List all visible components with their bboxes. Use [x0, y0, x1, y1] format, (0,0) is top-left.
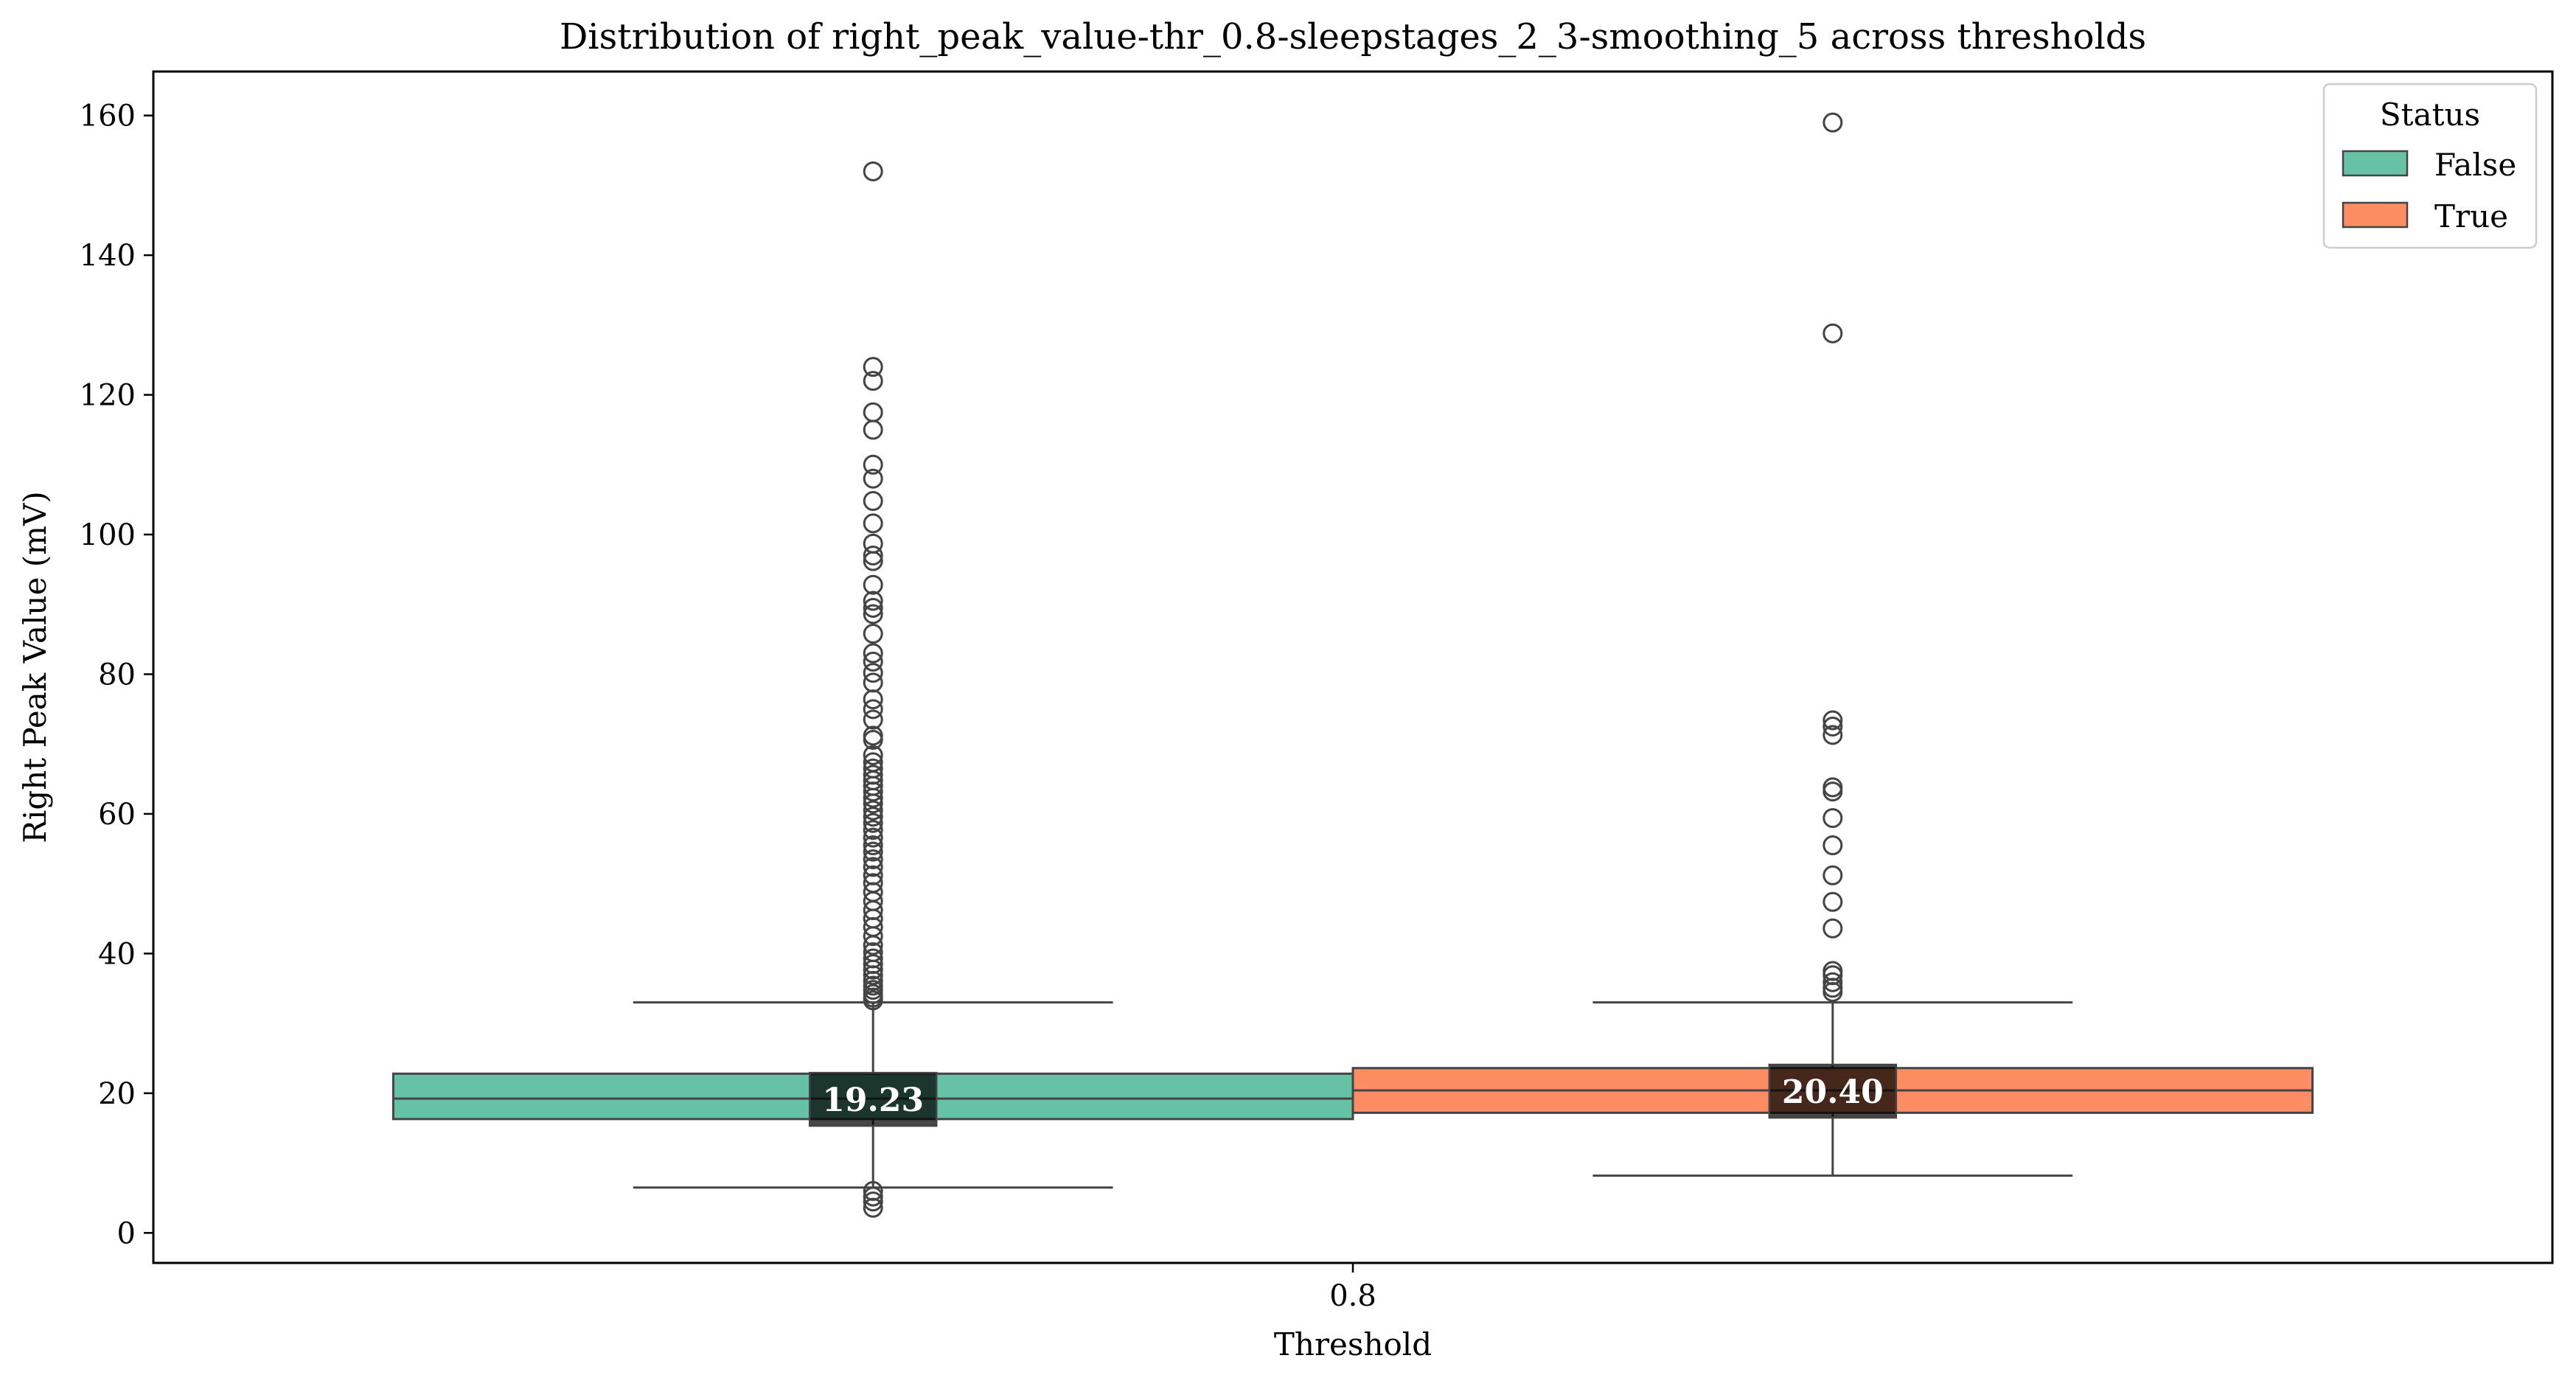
legend-label-true: True	[2434, 198, 2508, 234]
legend-label-false: False	[2434, 147, 2516, 183]
outlier-point-true	[1823, 981, 1843, 1002]
y-tick-label: 140	[80, 239, 136, 273]
outlier-point-false	[863, 800, 883, 821]
outlier-point-true	[1823, 918, 1843, 939]
y-tick-label: 20	[98, 1077, 136, 1111]
legend-swatch-false	[2342, 150, 2409, 177]
outlier-point-true	[1823, 710, 1843, 731]
legend-swatch-true	[2342, 201, 2409, 229]
outlier-point-true	[1823, 323, 1843, 344]
outlier-point-false	[863, 787, 883, 808]
outlier-point-false	[863, 793, 883, 814]
outlier-point-false	[863, 935, 883, 955]
outlier-point-false	[863, 807, 883, 827]
legend-title: Status	[2380, 97, 2480, 133]
y-axis-label: Right Peak Value (mV)	[17, 491, 53, 843]
outlier-point-false	[863, 959, 883, 980]
outlier-point-false	[863, 857, 883, 877]
outlier-point-false	[863, 841, 883, 862]
outlier-point-false	[863, 420, 883, 440]
outlier-point-false	[863, 689, 883, 710]
y-tick-label: 120	[80, 379, 136, 413]
outlier-point-false	[863, 545, 883, 565]
outlier-point-false	[863, 820, 883, 840]
outlier-point-true	[1823, 781, 1843, 802]
outlier-point-false	[863, 965, 883, 986]
outlier-point-false	[863, 849, 883, 869]
outlier-point-true	[1823, 717, 1843, 737]
outlier-point-true	[1823, 835, 1843, 856]
outlier-point-false	[863, 643, 883, 664]
chart-title: Distribution of right_peak_value-thr_0.8…	[560, 16, 2146, 58]
outlier-point-false	[863, 454, 883, 475]
y-tick-label: 0	[117, 1216, 136, 1250]
outlier-point-false	[863, 781, 883, 802]
y-tick-label: 160	[80, 100, 136, 133]
outlier-point-true	[1823, 808, 1843, 829]
x-tick-label: 0.8	[1329, 1279, 1376, 1313]
median-label-true: 20.40	[1782, 1073, 1884, 1111]
median-label-false: 19.23	[822, 1082, 924, 1119]
outlier-point-true	[1823, 865, 1843, 885]
outlier-point-false	[863, 745, 883, 765]
outlier-point-false	[863, 827, 883, 848]
y-tick-label: 40	[98, 937, 136, 971]
outlier-point-true	[1823, 891, 1843, 912]
outlier-point-false	[863, 651, 883, 672]
median-label-bg-false	[808, 1071, 938, 1127]
outlier-point-false	[863, 730, 883, 751]
median-label-bg-true	[1768, 1063, 1898, 1119]
outlier-point-false	[863, 709, 883, 730]
outlier-point-false	[863, 624, 883, 644]
outlier-point-false	[863, 663, 883, 683]
outlier-point-false	[863, 812, 883, 833]
outlier-point-false	[863, 926, 883, 947]
outlier-point-false	[863, 1186, 883, 1207]
outlier-point-true	[1823, 972, 1843, 992]
y-tick-label: 60	[98, 798, 136, 832]
outlier-point-false	[863, 591, 883, 611]
outlier-point-true	[1823, 112, 1843, 133]
outlier-point-true	[1823, 725, 1843, 745]
outlier-point-false	[863, 990, 883, 1011]
outlier-point-true	[1823, 777, 1843, 798]
outlier-point-false	[863, 491, 883, 512]
y-tick-label: 80	[98, 658, 136, 692]
outlier-point-false	[863, 551, 883, 571]
outlier-point-false	[863, 1197, 883, 1218]
outlier-point-false	[863, 1191, 883, 1212]
outlier-point-false	[863, 402, 883, 422]
outlier-point-false	[863, 513, 883, 534]
outlier-point-false	[863, 597, 883, 618]
outlier-point-false	[863, 574, 883, 595]
plot-area: 19.23 20.40	[391, 112, 2314, 1218]
outlier-point-false	[863, 699, 883, 720]
outlier-point-false	[863, 357, 883, 377]
x-axis-label: Threshold	[1274, 1326, 1432, 1362]
outlier-point-false	[863, 604, 883, 624]
outlier-point-false	[863, 371, 883, 391]
outlier-point-false	[863, 468, 883, 489]
outlier-point-false	[863, 835, 883, 856]
outlier-point-false	[863, 161, 883, 181]
y-tick-label: 100	[80, 518, 136, 552]
legend: Status False True	[2322, 83, 2538, 249]
